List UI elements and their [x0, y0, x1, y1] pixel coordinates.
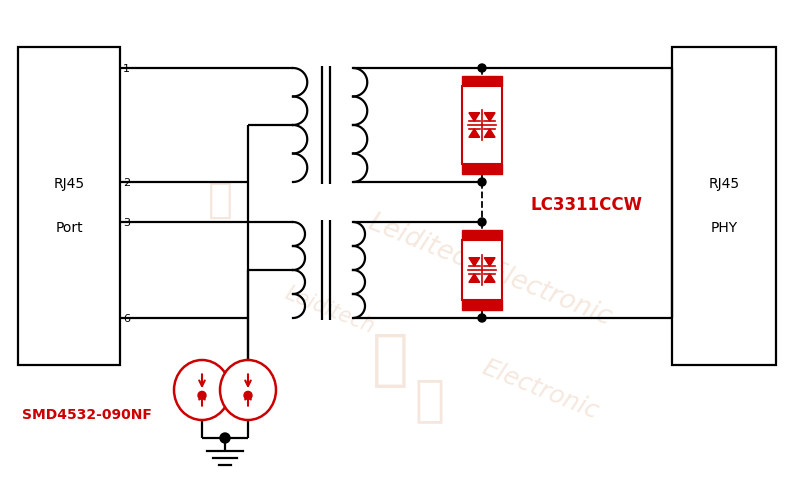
Bar	[462, 164, 502, 174]
Polygon shape	[469, 113, 480, 121]
Bar	[462, 86, 502, 164]
Ellipse shape	[220, 360, 276, 420]
Bar	[672, 47, 776, 365]
Polygon shape	[485, 129, 495, 137]
Bar	[462, 240, 502, 300]
Text: Leiditech Electronic: Leiditech Electronic	[364, 210, 615, 331]
Circle shape	[198, 391, 206, 399]
Circle shape	[220, 433, 230, 443]
Text: SMD4532-090NF: SMD4532-090NF	[22, 408, 152, 422]
Circle shape	[478, 218, 486, 226]
Text: 1: 1	[123, 64, 130, 74]
Polygon shape	[485, 257, 495, 266]
Bar	[462, 300, 502, 310]
Polygon shape	[469, 274, 480, 282]
Text: 卯: 卯	[207, 179, 232, 221]
Ellipse shape	[174, 360, 230, 420]
Text: 子: 子	[415, 376, 445, 424]
Polygon shape	[485, 274, 495, 282]
Circle shape	[478, 314, 486, 322]
Bar	[462, 230, 502, 240]
Text: Leiditech: Leiditech	[282, 283, 378, 337]
Text: RJ45: RJ45	[54, 177, 85, 191]
Text: Port: Port	[55, 221, 83, 235]
Text: 电: 电	[372, 330, 409, 390]
Text: 2: 2	[123, 178, 130, 188]
Circle shape	[478, 64, 486, 72]
Text: 3: 3	[123, 218, 130, 228]
Text: RJ45: RJ45	[708, 177, 739, 191]
Circle shape	[244, 391, 252, 399]
Bar	[462, 76, 502, 86]
Text: 6: 6	[123, 314, 130, 324]
Polygon shape	[469, 257, 480, 266]
Polygon shape	[485, 113, 495, 121]
Polygon shape	[469, 129, 480, 137]
Text: LC3311CCW: LC3311CCW	[530, 196, 642, 214]
Text: PHY: PHY	[710, 221, 738, 235]
Text: Electronic: Electronic	[478, 356, 602, 424]
Bar	[18, 47, 120, 365]
Circle shape	[478, 178, 486, 186]
